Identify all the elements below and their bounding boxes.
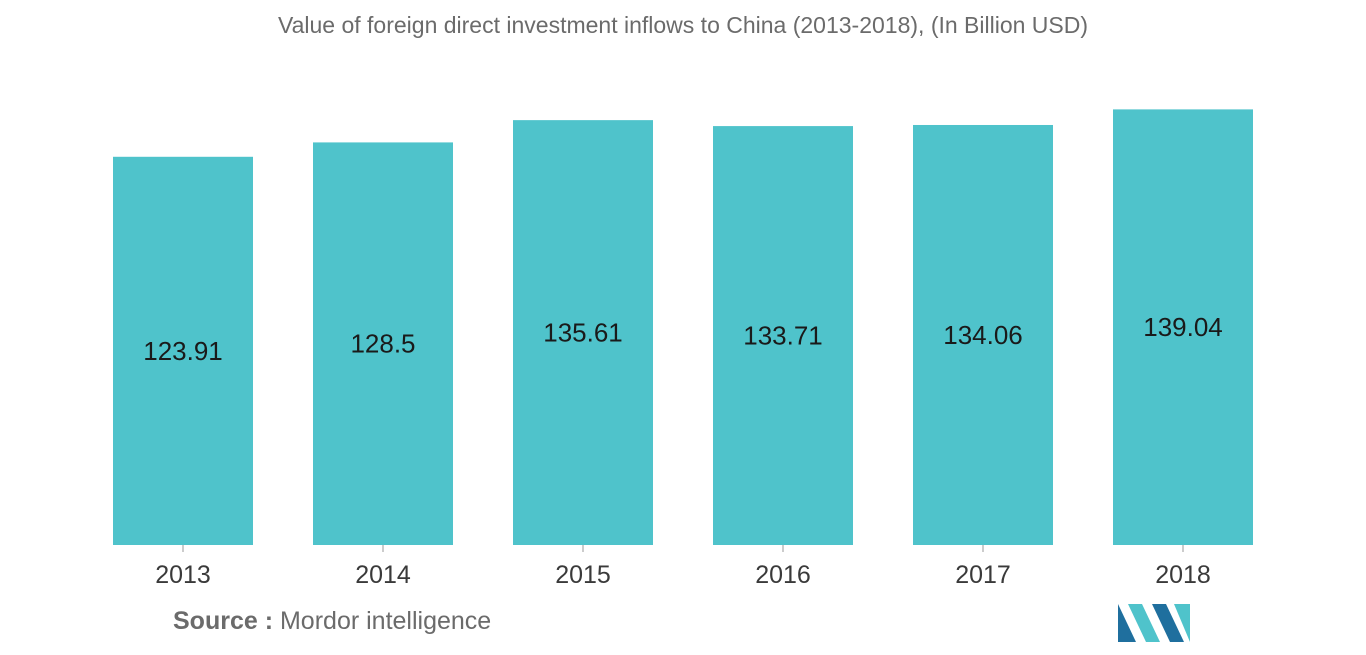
mordor-logo-icon [1118,604,1190,642]
x-tick-label-2013: 2013 [155,561,211,589]
x-tick-label-2015: 2015 [555,561,611,589]
bars-group [113,109,1253,546]
x-tick-label-2014: 2014 [355,561,411,589]
bar-2014 [313,142,453,546]
source-note: Source : Mordor intelligence [173,607,491,636]
data-label-2018: 139.04 [1143,312,1223,342]
x-tick-label-2016: 2016 [755,561,811,589]
source-text: Mordor intelligence [279,607,492,635]
data-label-2013: 123.91 [143,336,223,366]
data-labels-group: 123.91 128.5 135.61 133.71 134.06 139.04 [143,312,1223,366]
data-label-2017: 134.06 [943,320,1023,350]
x-tick-label-2018: 2018 [1155,561,1211,589]
bar-2015 [513,120,653,545]
bar-2016 [713,126,853,545]
data-label-2016: 133.71 [743,321,823,351]
x-tick-label-2017: 2017 [955,561,1011,589]
data-label-2015: 135.61 [543,318,623,348]
bar-2018 [1113,109,1253,545]
bar-2017 [913,124,1053,545]
bar-2013 [113,156,253,545]
chart-title: Value of foreign direct investment inflo… [277,12,1089,38]
source-label: Source : [173,607,274,635]
data-label-2014: 128.5 [350,329,415,359]
bar-chart: 123.91 128.5 135.61 133.71 134.06 139.04 2013… [113,109,1253,589]
x-axis-ticks-group: 2013 2014 2015 2016 2017 2018 [155,545,1211,589]
